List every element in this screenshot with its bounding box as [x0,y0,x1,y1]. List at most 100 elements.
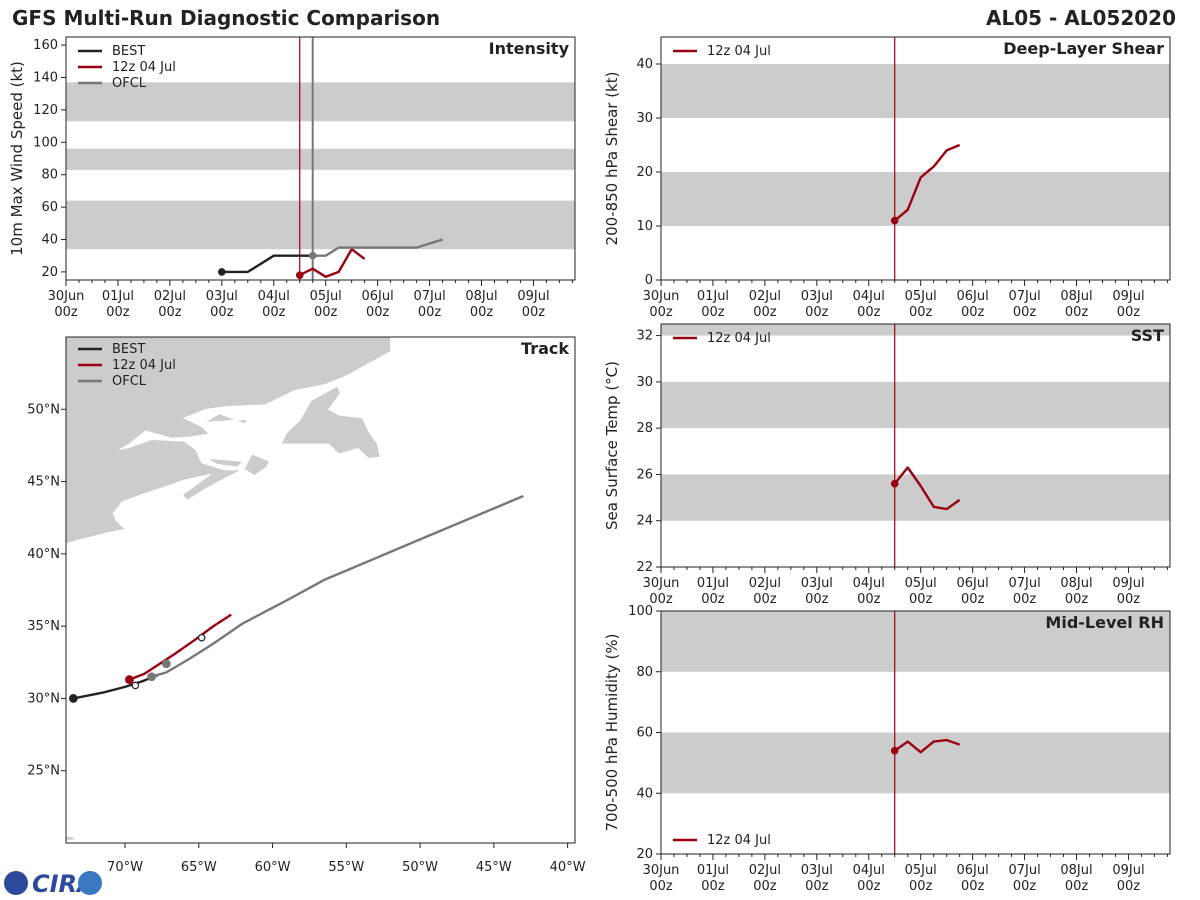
plot-frame [65,36,576,281]
plot-frame [660,36,1171,281]
x-tick-label-date: 03Jul [801,576,833,591]
x-tick-label-date: 05Jul [905,863,937,878]
track-point-ofcl [197,633,206,642]
lat-tick-label: 40°N [27,547,60,562]
y-tick-label: 0 [645,273,653,288]
panel-title: Deep-Layer Shear [1003,39,1164,58]
x-tick-label-date: 07Jul [413,289,445,304]
category-band [661,64,1170,118]
x-tick-label-date: 01Jul [697,289,729,304]
x-tick-label-hour: 00z [1065,879,1089,894]
y-tick-label: 160 [33,38,58,53]
category-band [661,381,1170,429]
band-group [66,82,575,250]
x-tick-label-date: 30Jun [643,863,680,878]
legend-label-best: BEST [112,44,145,59]
y-tick-label: 26 [636,467,653,482]
land-caribbean [66,835,76,841]
storm-id: AL05 - AL052020 [986,6,1176,30]
legend-label-best: BEST [112,342,145,357]
y-tick-label: 20 [636,165,653,180]
x-tick-label-date: 07Jul [1008,863,1040,878]
x-tick-label-hour: 00z [1013,305,1037,320]
band-group [661,64,1170,226]
y-tick-label: 80 [41,168,58,183]
series-start-point-ofcl [308,251,317,260]
x-tick-label-date: 09Jul [1112,863,1144,878]
x-tick-label-date: 08Jul [1060,576,1092,591]
series-start-point-best [218,268,226,276]
logo-wave-icon [78,871,102,895]
x-tick-label-hour: 00z [1065,305,1089,320]
x-tick-label-hour: 00z [857,592,881,607]
series-line-ofcl [312,238,443,257]
series-line-best [221,254,313,274]
y-tick-label: 60 [636,726,653,741]
series-start-point-12z-04-jul [890,746,899,755]
y-tick-label: 32 [636,329,653,344]
x-tick-label-hour: 00z [805,592,829,607]
lon-tick-label: 55°W [328,860,364,875]
y-tick-label: 30 [636,375,653,390]
track-point-best [68,694,78,703]
x-tick-label-hour: 00z [470,305,494,320]
x-tick-label-hour: 00z [909,305,933,320]
x-tick-label-hour: 00z [649,879,673,894]
y-tick-label: 30 [636,111,653,126]
x-tick-label-date: 01Jul [697,576,729,591]
rh-panel: 2040608010030Jun00z01Jul00z02Jul00z03Jul… [603,604,1171,894]
lat-tick-label: 50°N [27,402,60,417]
x-tick-label-date: 08Jul [465,289,497,304]
y-tick-label: 100 [628,604,653,619]
x-tick-label-hour: 00z [909,592,933,607]
x-tick-label-hour: 00z [158,305,182,320]
x-tick-label-date: 09Jul [1112,576,1144,591]
x-tick-label-hour: 00z [857,305,881,320]
lon-tick-label: 40°W [550,860,586,875]
x-tick-label-hour: 00z [649,305,673,320]
lon-tick-label: 65°W [181,860,217,875]
x-tick-label-hour: 00z [210,305,234,320]
legend-label-ofcl: OFCL [112,374,147,389]
track-point-ofcl [147,672,156,682]
y-tick-label: 40 [636,786,653,801]
x-tick-label-hour: 00z [1013,592,1037,607]
logo-globe-icon [4,871,28,895]
land-north-america [66,337,392,545]
figure-title: GFS Multi-Run Diagnostic Comparison [12,6,440,30]
x-tick-label-date: 02Jul [749,863,781,878]
track-line-ofcl [151,494,524,678]
series-line-12z-04-jul [893,466,961,511]
x-tick-label-hour: 00z [314,305,338,320]
series-line-12z-04-jul [893,143,961,222]
lat-tick-label: 45°N [27,475,60,490]
series-line-12z-04-jul [894,738,960,754]
x-tick-label-hour: 00z [1065,592,1089,607]
y-axis-label: Sea Surface Temp (°C) [603,361,621,530]
panel-title: SST [1131,326,1164,345]
y-tick-label: 60 [41,200,58,215]
x-tick-label-date: 04Jul [853,289,885,304]
category-band [661,611,1170,672]
x-tick-label-date: 04Jul [853,576,885,591]
x-tick-label-hour: 00z [366,305,390,320]
x-tick-label-hour: 00z [909,879,933,894]
y-tick-label: 140 [33,71,58,86]
y-tick-label: 22 [636,560,653,575]
x-tick-label-hour: 00z [1013,879,1037,894]
band-group [661,611,1170,794]
lon-tick-label: 45°W [476,860,512,875]
x-tick-label-date: 09Jul [1112,289,1144,304]
x-tick-label-date: 02Jul [749,289,781,304]
y-tick-label: 120 [33,103,58,118]
cira-logo: CIRA [4,870,102,898]
x-tick-label-hour: 00z [961,592,985,607]
map-frame [65,336,576,844]
lat-tick-label: 30°N [27,691,60,706]
intensity-panel: 2040608010012014016030Jun00z01Jul00z02Ju… [8,36,576,320]
y-tick-label: 40 [636,57,653,72]
panel-title: Intensity [489,39,570,58]
x-tick-label-date: 06Jul [362,289,394,304]
x-tick-label-date: 08Jul [1060,289,1092,304]
